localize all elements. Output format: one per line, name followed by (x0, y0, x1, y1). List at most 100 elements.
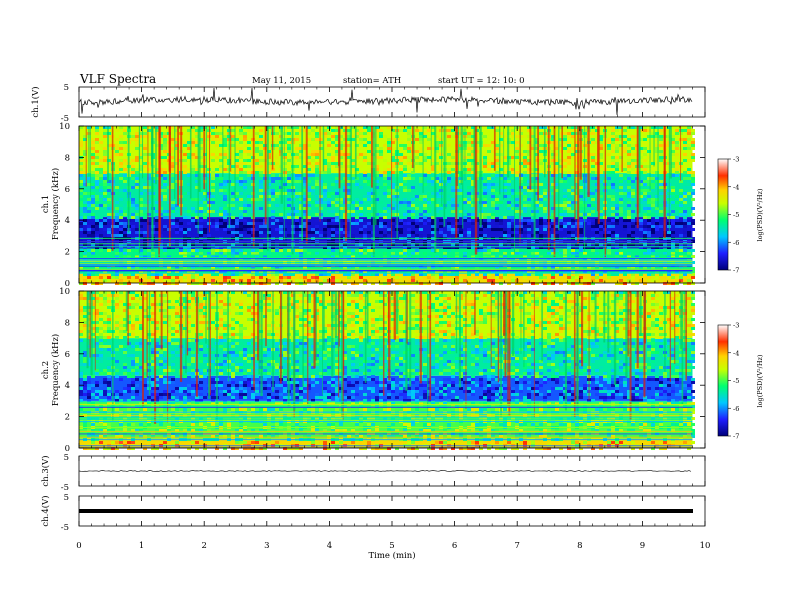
sferic-streak (189, 126, 192, 199)
colorbar-tick-label: -4 (733, 349, 739, 357)
sferic-streak (167, 291, 169, 423)
sferic-streak (504, 291, 508, 353)
sferic-streak (197, 126, 199, 234)
sferic-streak (643, 291, 646, 398)
sferic-streak (576, 291, 579, 416)
sferic-streak (664, 291, 666, 372)
sferic-streak (279, 291, 282, 384)
ch1-spectrogram-ylabel-frequency: Frequency (kHz) (50, 168, 61, 240)
colorbar-tick-label: -3 (733, 322, 739, 330)
ch1-ytick-bottom: -5 (61, 114, 69, 124)
sferic-streak (366, 291, 369, 344)
sferic-streak (252, 126, 255, 248)
sferic-streak (301, 126, 304, 243)
time-tick-label: 2 (201, 541, 206, 551)
time-tick-label: 7 (514, 541, 519, 551)
sferic-streak (455, 291, 458, 354)
sferic-streak (393, 291, 396, 340)
sferic-streak (338, 126, 341, 189)
sferic-streak (564, 291, 567, 411)
sferic-streak (519, 126, 521, 243)
ch2-spectrogram-image (79, 291, 695, 450)
ch4-waveform-ylabel: ch.4(V) (40, 495, 51, 526)
sferic-streak (205, 126, 207, 201)
time-tick-label: 4 (327, 541, 332, 551)
sferic-streak (253, 291, 255, 388)
sferic-streak (354, 126, 357, 180)
sferic-streak (520, 291, 522, 354)
sferic-streak (561, 126, 563, 179)
sferic-streak (512, 291, 515, 356)
sferic-streak (429, 291, 432, 401)
sferic-streak (322, 291, 325, 351)
sferic-streak (669, 291, 671, 382)
sferic-streak (146, 291, 148, 377)
sferic-streak (127, 291, 129, 346)
time-axis-label: Time (min) (368, 550, 415, 561)
sferic-streak (502, 291, 506, 336)
freq-tick-label: 6 (65, 350, 70, 360)
sferic-streak (90, 291, 93, 376)
ch1-colorbar: -3 -4 -5 -6 -7 log(PSD)(V²/Hz) (717, 156, 764, 275)
time-tick-label: 5 (389, 541, 394, 551)
ch3-waveform-ylabel: ch.3(V) (40, 455, 51, 486)
sferic-streak (174, 126, 176, 200)
sferic-streak (195, 291, 198, 397)
ch1-waveform-panel: 5 -5 ch.1(V) (30, 83, 706, 124)
sferic-streak (544, 126, 546, 178)
sferic-streak (177, 126, 180, 206)
sferic-streak (197, 291, 199, 354)
sferic-streak (413, 126, 415, 172)
sferic-streak (638, 126, 641, 214)
sferic-streak (409, 291, 412, 387)
sferic-streak (490, 291, 492, 368)
sferic-streak (584, 126, 586, 252)
sferic-streak (541, 291, 543, 362)
ch2-spectrogram-ylabel-channel: ch.2 (41, 361, 51, 379)
sferic-streak (637, 126, 639, 215)
sferic-streak (493, 126, 496, 171)
sferic-streak (639, 291, 642, 336)
sferic-streak (222, 126, 224, 177)
sferic-streak (227, 291, 229, 382)
sferic-streak (597, 126, 600, 224)
sferic-streak (168, 126, 171, 247)
figure-title: VLF Spectra (79, 72, 156, 86)
sferic-streak (339, 126, 341, 257)
freq-tick-label: 2 (65, 413, 70, 423)
sferic-streak (322, 126, 325, 172)
sferic-streak (209, 126, 211, 233)
sferic-streak (331, 291, 334, 378)
sferic-streak (151, 126, 154, 251)
ch1-colorbar-gradient (717, 158, 729, 271)
sferic-streak (621, 126, 623, 172)
sferic-streak (643, 291, 647, 344)
sferic-streak (337, 291, 339, 351)
sferic-streak (234, 126, 236, 199)
sferic-streak (664, 126, 666, 188)
sferic-streak (629, 291, 632, 420)
sferic-streak (179, 291, 183, 382)
freq-tick-label: 4 (65, 381, 70, 391)
ch2-colorbar-label: log(PSD)(V²/Hz) (756, 354, 764, 407)
sferic-streak (216, 291, 218, 421)
sferic-streak (350, 126, 352, 204)
sferic-streak (684, 291, 686, 352)
sferic-streak (313, 291, 316, 369)
date-label: May 11, 2015 (252, 76, 311, 86)
sferic-streak (230, 126, 232, 172)
freq-tick-label: 10 (59, 287, 70, 297)
sferic-streak (283, 126, 285, 241)
sferic-streak (508, 291, 511, 416)
sferic-streak (257, 291, 259, 361)
ch2-colorbar: -3 -4 -5 -6 -7 log(PSD)(V²/Hz) (717, 322, 764, 441)
sferic-streak (227, 291, 229, 359)
ch1-ytick-top: 5 (64, 83, 69, 93)
ch1-spectrogram-panel: 0 2 4 6 8 10 ch.1 Frequency (kHz) (41, 122, 706, 289)
ch2-colorbar-gradient (717, 324, 729, 437)
station-label: station= ATH (343, 76, 401, 86)
sferic-streak (479, 126, 482, 228)
sferic-streak (148, 291, 151, 396)
sferic-streak (264, 126, 267, 225)
sferic-streak (382, 291, 385, 396)
